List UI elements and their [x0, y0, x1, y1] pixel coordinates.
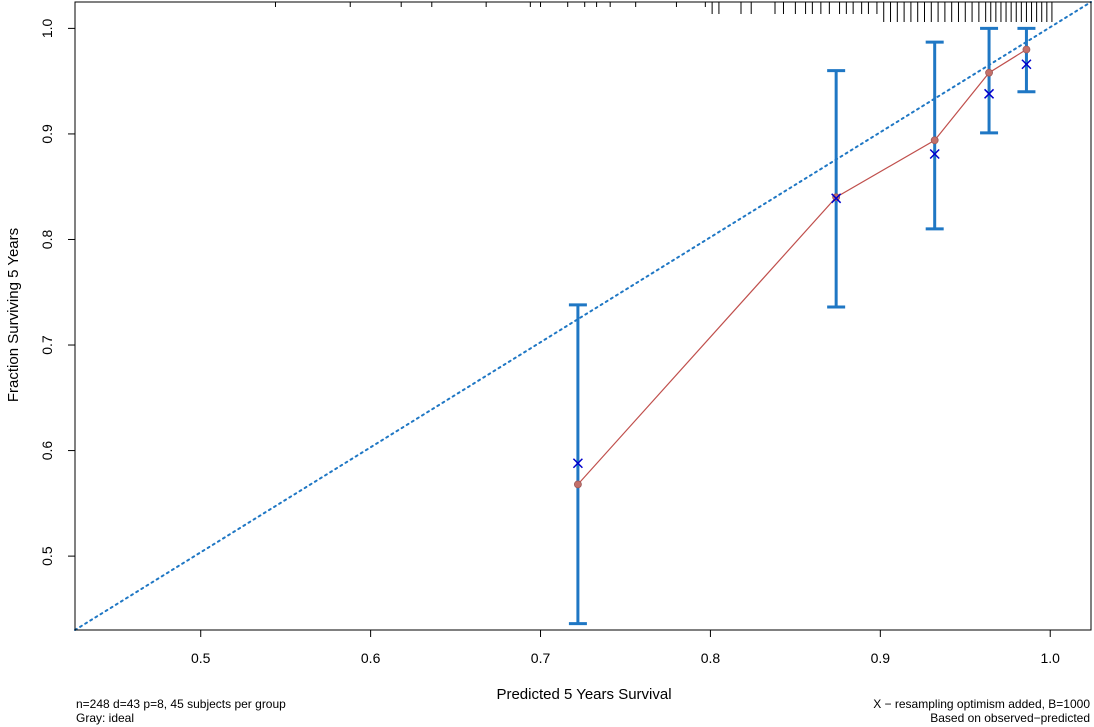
- observed-points: [574, 45, 1031, 489]
- corrected-point-2: [929, 148, 940, 160]
- observed-series-line: [577, 48, 1027, 485]
- corrected-point-stroke-b-3: [984, 88, 995, 99]
- y-tick-label-0: 0.5: [39, 546, 55, 566]
- y-tick-label-4: 0.9: [39, 124, 55, 144]
- error-bars: [568, 26, 1036, 626]
- bias-corrected-points: [572, 59, 1032, 469]
- observed-point-0: [574, 480, 582, 489]
- x-axis-title: Predicted 5 Years Survival: [496, 686, 671, 703]
- corrected-point-0: [572, 458, 583, 469]
- x-tick-label-5: 1.0: [1040, 650, 1060, 666]
- footnote-left-line-1: n=248 d=43 p=8, 45 subjects per group: [76, 697, 286, 711]
- y-axis-title: Fraction Surviving 5 Years: [5, 228, 22, 402]
- plot-frame: [74, 1, 1092, 631]
- y-tick-label-1: 0.6: [39, 441, 55, 461]
- y-tick-label-3: 0.8: [39, 230, 55, 250]
- corrected-point-4: [1021, 59, 1032, 70]
- footnote-right-line-2: Based on observed−predicted: [930, 711, 1090, 725]
- x-tick-label-0: 0.5: [191, 650, 211, 666]
- corrected-point-stroke-b-1: [831, 193, 842, 204]
- footnote-right-line-1: X − resampling optimism added, B=1000: [873, 697, 1090, 711]
- corrected-point-stroke-b-2: [929, 148, 940, 160]
- rug-marks: [274, 2, 1053, 22]
- x-tick-label-2: 0.7: [531, 650, 551, 666]
- x-axis: 0.5 0.6 0.7 0.8 0.9 1.0: [191, 630, 1060, 666]
- y-tick-label-5: 1.0: [39, 18, 55, 38]
- corrected-point-3: [984, 88, 995, 99]
- observed-point-3: [985, 68, 993, 77]
- observed-point-2: [930, 136, 939, 145]
- y-tick-label-2: 0.7: [39, 335, 55, 355]
- corrected-point-stroke-b-0: [572, 458, 583, 469]
- x-tick-label-3: 0.8: [701, 650, 721, 666]
- corrected-point-stroke-b-4: [1021, 59, 1032, 70]
- footnote-left-line-2: Gray: ideal: [76, 711, 134, 725]
- corrected-point-1: [831, 193, 842, 204]
- y-axis: 0.5 0.6 0.7 0.8 0.9 1.0: [39, 18, 75, 566]
- ideal-reference-line: [74, 1, 1092, 631]
- x-tick-label-4: 0.9: [871, 650, 891, 666]
- observed-point-4: [1022, 45, 1031, 54]
- x-tick-label-1: 0.6: [361, 650, 381, 666]
